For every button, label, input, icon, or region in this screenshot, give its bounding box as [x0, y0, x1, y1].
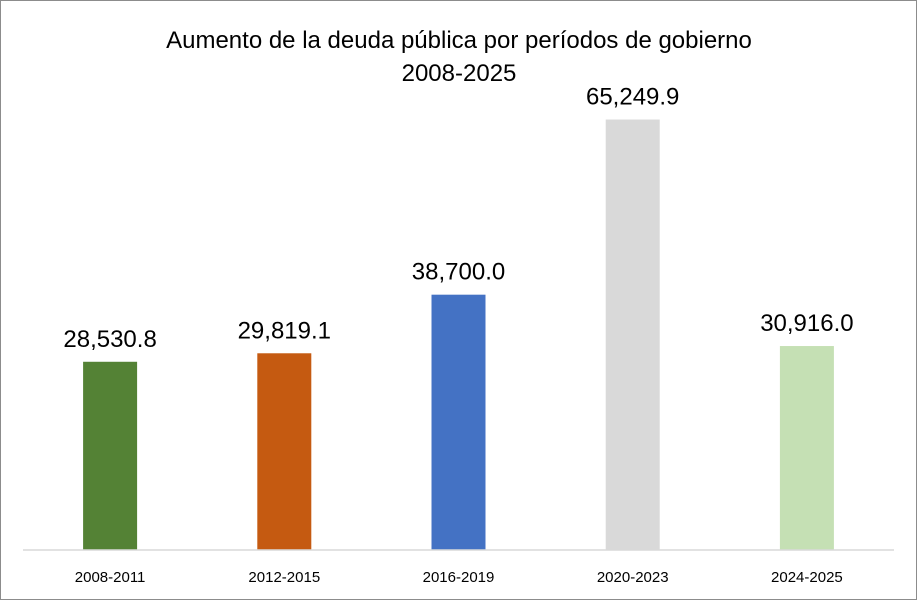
bar-2008-2011: [83, 361, 138, 550]
data-label-2008-2011: 28,530.8: [63, 326, 156, 353]
data-labels-group: 28,530.8 29,819.1 38,700.0 65,249.9 30,916.0: [63, 84, 853, 353]
chart-title: Aumento de la deuda pública por períodos…: [166, 27, 752, 54]
bar-2016-2019: [431, 294, 486, 550]
x-tick-label-2024-2025: 2024-2025: [771, 569, 843, 586]
bar-2020-2023: [605, 119, 660, 550]
x-tick-label-2020-2023: 2020-2023: [597, 569, 669, 586]
data-label-2024-2025: 30,916.0: [760, 310, 853, 337]
data-label-2016-2019: 38,700.0: [412, 259, 505, 286]
data-label-2012-2015: 29,819.1: [238, 317, 331, 344]
x-tick-label-2016-2019: 2016-2019: [423, 569, 495, 586]
data-label-2020-2023: 65,249.9: [586, 84, 679, 111]
chart-subtitle: 2008-2025: [402, 60, 517, 87]
x-tick-label-2012-2015: 2012-2015: [248, 569, 320, 586]
x-tick-labels-group: 2008-2011 2012-2015 2016-2019 2020-2023 2024…: [75, 569, 843, 586]
bar-2012-2015: [257, 353, 312, 550]
bars-group: [83, 119, 834, 550]
x-tick-label-2008-2011: 2008-2011: [75, 569, 146, 586]
bar-2024-2025: [779, 346, 834, 550]
